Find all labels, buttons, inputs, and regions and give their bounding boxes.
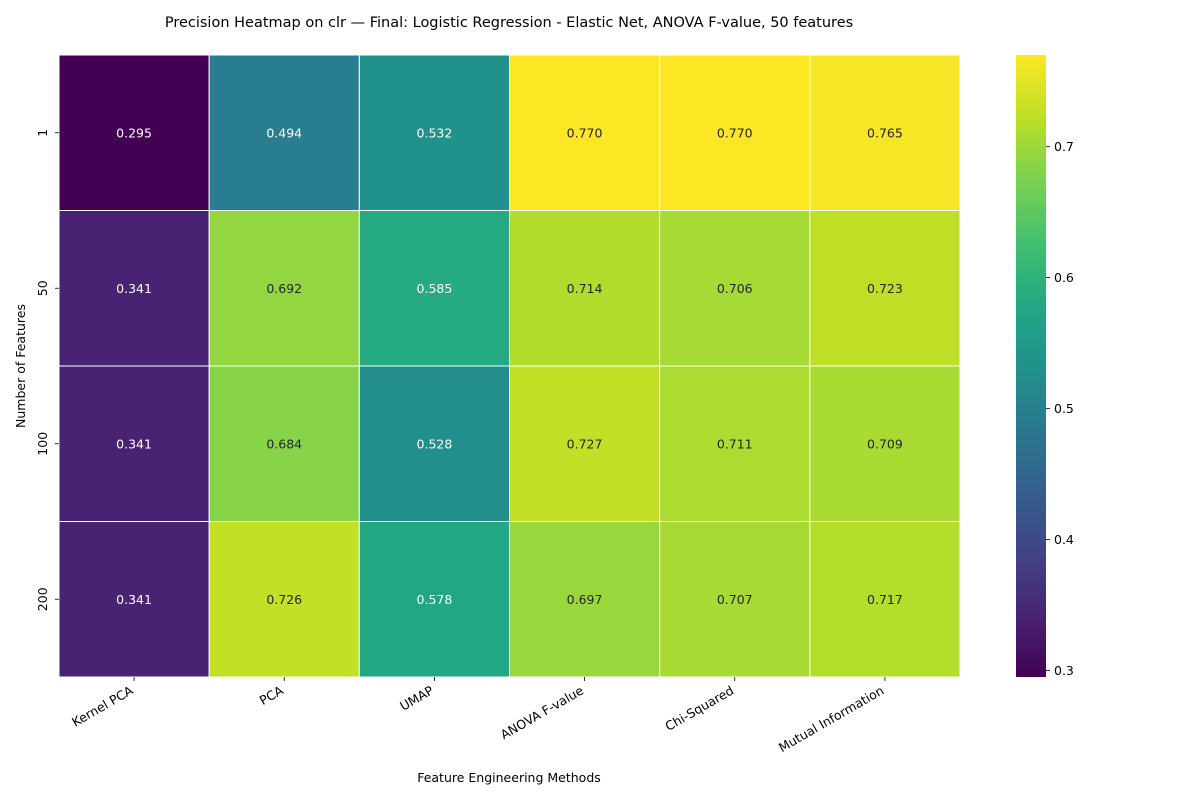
- cell-value-label: 0.770: [717, 125, 753, 140]
- y-tick-label-1: 1: [35, 129, 50, 137]
- cell-value-label: 0.532: [417, 125, 453, 140]
- cell-value-label: 0.711: [717, 436, 753, 451]
- cell-value-label: 0.528: [417, 436, 453, 451]
- heatmap-cell-r0-c3: [509, 54, 661, 211]
- cell-value-label: 0.727: [567, 436, 603, 451]
- heatmap-cell-r2-c2: [358, 365, 511, 522]
- heatmap-cell-r3-c2: [358, 521, 511, 678]
- cell-value-label: 0.765: [867, 125, 903, 140]
- cell-value-label: 0.341: [116, 281, 152, 296]
- cell-value-label: 0.717: [867, 592, 903, 607]
- heatmap-cell-r2-c0: [58, 365, 210, 522]
- cell-value-label: 0.706: [717, 281, 753, 296]
- colorbar: 0.3 0.4 0.5 0.6 0.7: [1016, 55, 1074, 678]
- cell-value-label: 0.726: [266, 592, 302, 607]
- x-tick-label-pca: PCA: [257, 682, 286, 708]
- heatmap-cell-r1-c5: [809, 210, 961, 367]
- x-tick-label-umap: UMAP: [397, 682, 436, 713]
- heatmap-cell-r2-c1: [208, 365, 360, 522]
- heatmap-cell-r3-c4: [659, 521, 811, 678]
- cell-value-label: 0.714: [567, 281, 603, 296]
- y-tick-label-50: 50: [35, 280, 50, 296]
- heatmap-cell-labels: 0.295 0.494 0.532 0.770 0.770 0.765 0.341 0.692…: [116, 125, 903, 607]
- colorbar-ticks: 0.3 0.4 0.5 0.6 0.7: [1046, 139, 1074, 678]
- heatmap-cell-r3-c0: [58, 521, 210, 678]
- heatmap-cell-r0-c5: [809, 54, 961, 211]
- heatmap-cell-r1-c0: [58, 210, 210, 367]
- heatmap-cell-r0-c0: [58, 54, 210, 211]
- cell-value-label: 0.709: [867, 436, 903, 451]
- heatmap-cell-r0-c4: [659, 54, 811, 211]
- x-tick-label-kernel-pca: Kernel PCA: [69, 682, 136, 729]
- cell-value-label: 0.697: [567, 592, 603, 607]
- cell-value-label: 0.692: [266, 281, 302, 296]
- cell-value-label: 0.341: [116, 436, 152, 451]
- cell-value-label: 0.684: [266, 436, 302, 451]
- heatmap-cell-r3-c1: [208, 521, 360, 678]
- colorbar-tick-label: 0.4: [1054, 532, 1074, 547]
- heatmap-cell-r3-c3: [509, 521, 661, 678]
- y-tick-label-200: 200: [35, 587, 50, 611]
- cell-value-label: 0.770: [567, 125, 603, 140]
- colorbar-tick-label: 0.6: [1054, 270, 1074, 285]
- x-axis-label: Feature Engineering Methods: [417, 770, 601, 785]
- colorbar-tick-label: 0.7: [1054, 139, 1074, 154]
- heatmap-cell-r1-c3: [509, 210, 661, 367]
- x-axis-ticks: Kernel PCA PCA UMAP ANOVA F-value Chi-Square…: [69, 677, 886, 755]
- x-tick-label-mutual-information: Mutual Information: [776, 683, 887, 755]
- heatmap-cell-r2-c3: [509, 365, 661, 522]
- colorbar-tick-label: 0.3: [1054, 663, 1074, 678]
- colorbar-gradient: [1016, 55, 1046, 677]
- cell-value-label: 0.295: [116, 125, 152, 140]
- cell-value-label: 0.494: [266, 125, 302, 140]
- cell-value-label: 0.707: [717, 592, 753, 607]
- x-tick-label-anova-f-value: ANOVA F-value: [498, 682, 587, 742]
- heatmap-cell-r2-c5: [809, 365, 961, 522]
- colorbar-tick-label: 0.5: [1054, 401, 1074, 416]
- cell-value-label: 0.585: [417, 281, 453, 296]
- chart-title: Precision Heatmap on clr — Final: Logist…: [165, 15, 853, 31]
- y-axis-ticks: 1 50 100 200: [35, 129, 59, 611]
- y-tick-label-100: 100: [35, 432, 50, 456]
- heatmap-cell-r0-c1: [208, 54, 360, 211]
- cell-value-label: 0.341: [116, 592, 152, 607]
- cell-value-label: 0.578: [417, 592, 453, 607]
- heatmap-cell-r1-c1: [208, 210, 360, 367]
- heatmap-cell-r3-c5: [809, 521, 961, 678]
- cell-value-label: 0.723: [867, 281, 903, 296]
- heatmap-cell-r2-c4: [659, 365, 811, 522]
- heatmap-cell-r0-c2: [358, 54, 511, 211]
- y-axis-label: Number of Features: [13, 304, 28, 428]
- x-tick-label-chi-squared: Chi-Squared: [662, 683, 736, 734]
- heatmap-cells: [58, 54, 961, 678]
